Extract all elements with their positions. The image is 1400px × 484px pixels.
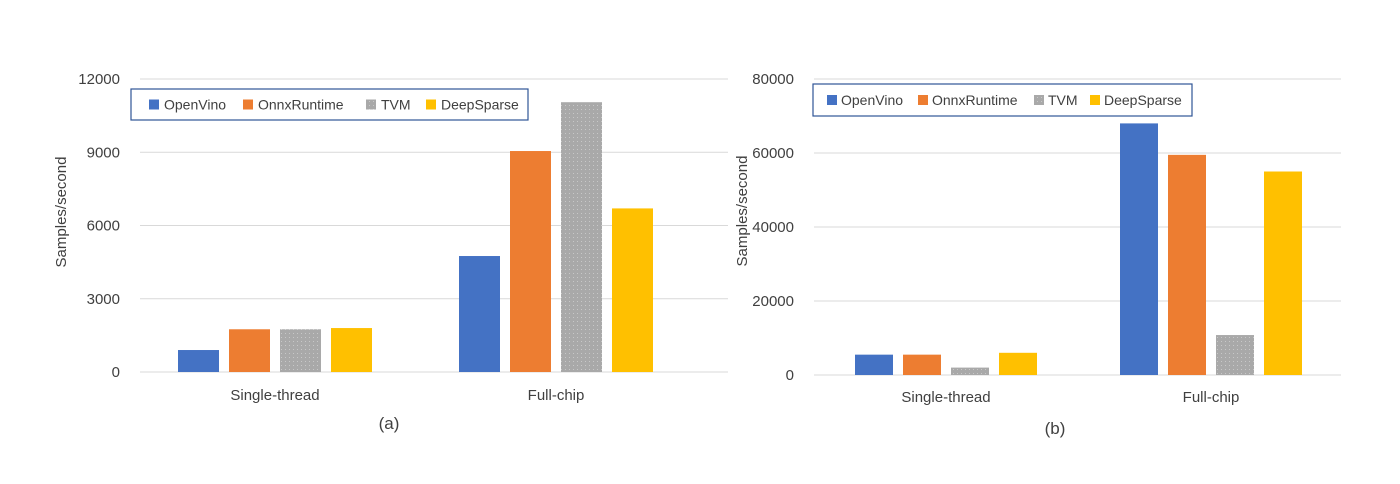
chart-a-legend-label: DeepSparse [441,97,519,113]
chart-a-ytick-label: 12000 [78,71,120,88]
chart-a-bar-onnxruntime-single-thread [229,329,270,372]
chart-b-bar-onnxruntime-full-chip [1168,154,1206,375]
chart-b-ytick-label: 20000 [752,293,794,310]
chart-b-bar-onnxruntime-single-thread [903,354,941,375]
chart-a-legend-label: OnnxRuntime [258,97,344,113]
chart-a-ytick-label: 3000 [87,291,120,308]
chart-b-legend: OpenVino OnnxRuntime TVM DeepSparse [812,83,1193,117]
chart-b-ylabel: Samples/second [734,156,751,267]
chart-a-ytick-label: 9000 [87,144,120,161]
chart-a-legend-label: TVM [381,97,411,113]
chart-b-legend-swatch [1090,95,1100,105]
chart-b-bar-deepsparse-single-thread [999,352,1037,375]
chart-a-ytick-label: 0 [112,364,120,381]
chart-b-bar-openvino-full-chip [1120,123,1158,376]
chart-b-legend-box [812,83,1193,117]
chart-a-legend-swatch [366,99,376,110]
chart-a-legend-swatch [243,99,253,110]
chart-a-panel-label: (a) [379,414,400,433]
chart-a: 0 3000 6000 9000 12000 Samples/second Single-t… [53,71,728,433]
chart-a-bar-onnxruntime-full-chip [510,151,551,372]
chart-b-legend-swatch [827,95,837,105]
chart-b: 0 20000 40000 60000 80000 Samples/second Singl… [734,71,1341,438]
chart-b-ytick-label: 0 [786,367,794,384]
chart-a-bar-openvino-single-thread [178,350,219,372]
chart-a-bar-tvm-single-thread [280,329,321,372]
chart-a-bar-openvino-full-chip [459,256,500,372]
chart-a-ylabel: Samples/second [53,157,70,268]
chart-a-legend-label: OpenVino [164,97,226,113]
chart-b-legend-label: TVM [1048,92,1078,108]
chart-b-ytick-label: 60000 [752,145,794,162]
chart-b-bar-deepsparse-full-chip [1264,171,1302,375]
chart-b-legend-swatch [1034,95,1044,105]
chart-b-legend-swatch [918,95,928,105]
chart-a-ytick-label: 6000 [87,218,120,235]
chart-b-ytick-label: 80000 [752,71,794,88]
chart-a-bar-deepsparse-full-chip [612,208,653,372]
chart-a-category-label: Single-thread [230,387,319,404]
chart-b-category-label: Full-chip [1183,389,1240,406]
chart-a-legend: OpenVino OnnxRuntime TVM DeepSparse [130,88,529,121]
chart-b-legend-label: OpenVino [841,92,903,108]
chart-b-ytick-label: 40000 [752,219,794,236]
chart-b-bar-tvm-single-thread [951,367,989,375]
chart-b-panel-label: (b) [1045,419,1066,438]
chart-a-legend-swatch [426,99,436,110]
chart-b-bar-openvino-single-thread [855,354,893,375]
chart-a-bar-tvm-full-chip [561,102,602,372]
chart-a-category-label: Full-chip [528,387,585,404]
chart-b-bar-tvm-full-chip [1216,335,1254,375]
chart-b-legend-label: DeepSparse [1104,92,1182,108]
chart-a-legend-swatch [149,99,159,110]
chart-a-bar-deepsparse-single-thread [331,328,372,372]
chart-b-category-label: Single-thread [901,389,990,406]
chart-b-legend-label: OnnxRuntime [932,92,1018,108]
chart-a-legend-box [130,88,529,121]
